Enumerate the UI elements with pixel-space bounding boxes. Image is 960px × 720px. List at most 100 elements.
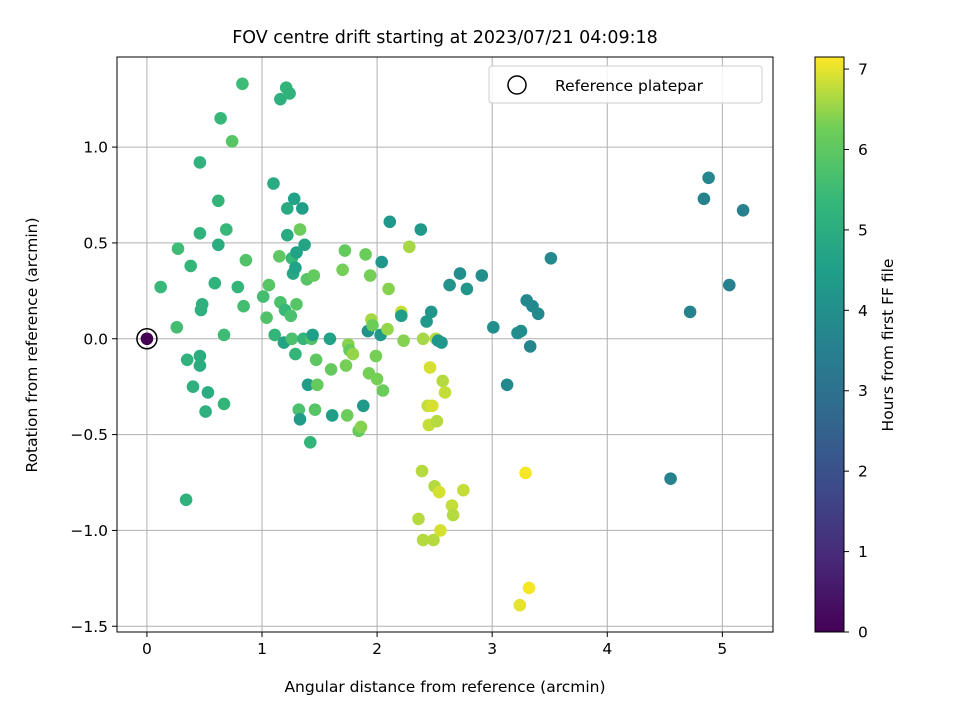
- scatter-point: [697, 192, 711, 206]
- scatter-point: [289, 261, 302, 275]
- scatter-point: [220, 223, 233, 236]
- scatter-point: [273, 249, 286, 263]
- colorbar: 0 1 2 3 4 5 6 7 Hours from first FF file: [814, 56, 897, 642]
- x-tick-label: 5: [717, 640, 727, 658]
- scatter-point: [370, 372, 384, 386]
- scatter-point: [460, 282, 474, 296]
- y-axis-label: Rotation from reference (arcmin): [23, 217, 41, 472]
- scatter-point: [403, 240, 416, 254]
- scatter-point: [290, 246, 303, 259]
- scatter-point: [366, 319, 379, 332]
- scatter-point: [420, 315, 433, 328]
- scatter-point: [309, 353, 323, 367]
- scatter-point: [513, 598, 527, 612]
- scatter-point: [325, 409, 339, 422]
- scatter-point: [287, 192, 301, 206]
- scatter-point: [307, 269, 321, 282]
- scatter-point: [446, 508, 460, 522]
- scatter-point: [453, 267, 467, 280]
- scatter-point: [523, 340, 537, 353]
- scatter-point: [424, 305, 438, 319]
- scatter-point: [415, 464, 429, 478]
- x-axis-label: Angular distance from reference (arcmin): [284, 678, 605, 696]
- scatter-point: [427, 533, 440, 547]
- x-tick-label: 1: [257, 640, 267, 658]
- scatter-point: [306, 328, 319, 342]
- scatter-point: [193, 156, 207, 169]
- scatter-point: [256, 290, 270, 303]
- colorbar-tick-label: 4: [858, 302, 868, 320]
- legend-entry: Reference platepar: [555, 77, 704, 95]
- scatter-point: [346, 347, 360, 361]
- scatter-point: [443, 278, 456, 292]
- scatter-point: [702, 171, 715, 185]
- scatter-point: [487, 321, 500, 334]
- scatter-point: [284, 309, 298, 323]
- scatter-point: [736, 204, 750, 217]
- scatter-point: [193, 349, 207, 363]
- scatter-points: [154, 77, 750, 612]
- scatter-point: [293, 413, 307, 426]
- scatter-point: [301, 378, 315, 392]
- scatter-point: [340, 409, 354, 422]
- scatter-point: [395, 309, 408, 323]
- scatter-point: [435, 336, 448, 349]
- colorbar-tick-label: 0: [858, 624, 868, 642]
- scatter-point: [267, 177, 280, 190]
- scatter-point: [359, 248, 372, 261]
- scatter-point: [236, 77, 249, 91]
- scatter-point: [338, 244, 352, 257]
- scatter-point: [208, 276, 222, 290]
- colorbar-tick-label: 1: [858, 543, 868, 561]
- scatter-point: [723, 278, 736, 292]
- scatter-point: [193, 359, 207, 372]
- scatter-point: [179, 493, 193, 507]
- scatter-point: [323, 332, 337, 346]
- scatter-point: [311, 378, 324, 392]
- colorbar-gradient: [814, 56, 845, 633]
- scatter-point: [376, 384, 390, 397]
- colorbar-tick-label: 5: [858, 221, 868, 239]
- scatter-point: [324, 363, 338, 376]
- scatter-point: [214, 112, 227, 125]
- x-tick-label: 3: [487, 640, 497, 658]
- scatter-point: [195, 298, 209, 311]
- scatter-point: [231, 280, 245, 294]
- scatter-point: [292, 403, 306, 417]
- scatter-point: [475, 269, 489, 282]
- scatter-point: [354, 420, 368, 434]
- scatter-point: [522, 581, 536, 595]
- scatter-point: [308, 403, 322, 417]
- scatter-point: [381, 322, 394, 336]
- scatter-point: [500, 378, 514, 392]
- legend-box: [488, 65, 763, 104]
- scatter-point: [412, 512, 425, 526]
- scatter-point: [414, 223, 428, 236]
- scatter-point: [186, 380, 200, 394]
- scatter-point: [298, 238, 311, 252]
- scatter-point: [432, 485, 446, 499]
- scatter-point: [274, 92, 287, 106]
- scatter-point: [180, 353, 194, 367]
- scatter-point: [430, 414, 444, 428]
- x-tick-label: 0: [142, 640, 152, 658]
- scatter-point: [434, 524, 447, 537]
- scatter-point: [217, 328, 231, 342]
- scatter-point: [260, 311, 273, 325]
- scatter-point: [296, 202, 309, 215]
- scatter-point: [154, 280, 167, 294]
- scatter-point: [212, 194, 225, 208]
- colorbar-tick-label: 7: [858, 61, 868, 79]
- x-axis: 0 1 2 3 4 5: [142, 632, 727, 658]
- scatter-point: [293, 223, 307, 236]
- scatter-point: [426, 399, 439, 413]
- scatter-point: [436, 374, 450, 388]
- colorbar-tick-label: 3: [858, 382, 868, 400]
- reference-point-group: [136, 328, 158, 350]
- scatter-point: [170, 321, 184, 334]
- scatter-point: [457, 483, 470, 497]
- legend-marker: [507, 75, 527, 95]
- scatter-point: [217, 397, 231, 411]
- scatter-point: [225, 135, 239, 148]
